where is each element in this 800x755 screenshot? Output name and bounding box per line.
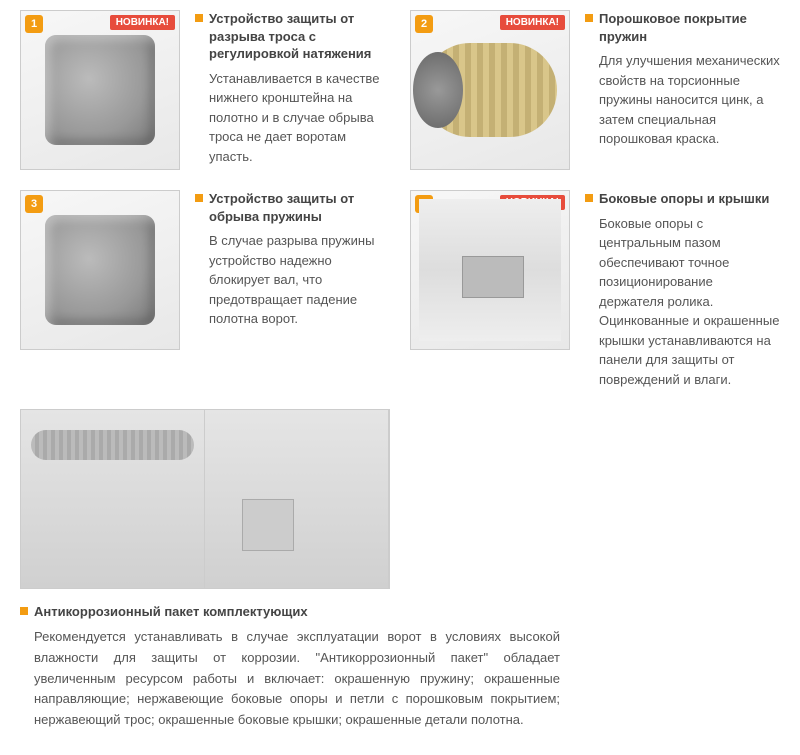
product-image-2: 2 НОВИНКА! [410, 10, 570, 170]
feature-item-2: 2 НОВИНКА! Порошковое покрытие пружин Дл… [410, 10, 780, 170]
feature-desc: В случае разрыва пружины устройство наде… [195, 231, 390, 329]
feature-row: 1 НОВИНКА! Устройство защиты от разрыва … [20, 10, 780, 170]
feature-desc: Боковые опоры с центральным пазом обеспе… [585, 214, 780, 390]
feature-title: Устройство защиты от обрыва пружины [195, 190, 390, 225]
feature-text: Порошковое покрытие пружин Для улучшения… [585, 10, 780, 170]
feature-text: Боковые опоры и крышки Боковые опоры с ц… [585, 190, 780, 389]
product-image-4: 4 НОВИНКА! [410, 190, 570, 350]
product-image-3: 3 [20, 190, 180, 350]
mechanism-illustration [45, 35, 156, 146]
mechanism-illustration [45, 215, 156, 326]
spring-illustration [423, 43, 557, 138]
bottom-feature: Антикоррозионный пакет комплектующих Рек… [20, 604, 780, 731]
wide-illustration [21, 410, 389, 588]
feature-item-4: 4 НОВИНКА! Боковые опоры и крышки Боковы… [410, 190, 780, 389]
feature-desc: Для улучшения механических свойств на то… [585, 51, 780, 149]
panel-illustration [419, 199, 561, 341]
product-image-wide: НОВИНКА! [20, 409, 390, 589]
new-badge: НОВИНКА! [500, 15, 565, 30]
number-badge: 1 [25, 15, 43, 33]
feature-text: Устройство защиты от разрыва троса с рег… [195, 10, 390, 170]
number-badge: 2 [415, 15, 433, 33]
new-badge: НОВИНКА! [110, 15, 175, 30]
wide-right-illustration [205, 410, 389, 588]
feature-row: 3 Устройство защиты от обрыва пружины В … [20, 190, 780, 389]
feature-title: Порошковое покрытие пружин [585, 10, 780, 45]
feature-text: Устройство защиты от обрыва пружины В сл… [195, 190, 390, 389]
feature-title: Боковые опоры и крышки [585, 190, 780, 208]
product-image-1: 1 НОВИНКА! [20, 10, 180, 170]
number-badge: 3 [25, 195, 43, 213]
bottom-title: Антикоррозионный пакет комплектующих [20, 604, 780, 619]
bottom-desc: Рекомендуется устанавливать в случае экс… [20, 627, 560, 731]
wide-left-illustration [21, 410, 205, 588]
feature-item-3: 3 Устройство защиты от обрыва пружины В … [20, 190, 390, 389]
feature-title: Устройство защиты от разрыва троса с рег… [195, 10, 390, 63]
feature-item-1: 1 НОВИНКА! Устройство защиты от разрыва … [20, 10, 390, 170]
feature-desc: Устанавливается в качестве нижнего кронш… [195, 69, 390, 167]
